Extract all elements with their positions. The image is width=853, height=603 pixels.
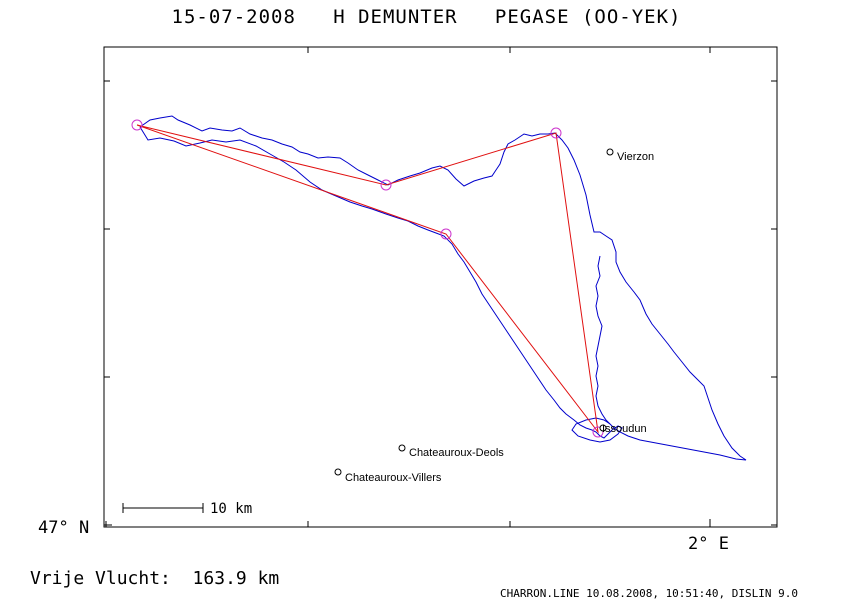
turnpoint-marker	[550, 127, 562, 139]
flight-track-return	[139, 126, 623, 443]
place-label-vierzon: Vierzon	[617, 151, 654, 163]
place-marker	[334, 468, 342, 476]
map-frame	[103, 46, 778, 528]
turnpoint-marker	[380, 179, 392, 191]
turnpoints	[131, 119, 604, 438]
turnpoint-marker	[440, 228, 452, 240]
place-label-chateauroux-villers: Chateauroux-Villers	[345, 472, 442, 484]
frame-ticks	[104, 47, 777, 527]
place-label-issoudun: Issoudun	[602, 423, 647, 435]
scale-bar	[122, 503, 204, 513]
longitude-label: 2° E	[688, 534, 729, 554]
distance-summary: Vrije Vlucht: 163.9 km	[30, 568, 280, 589]
place-marker	[398, 444, 406, 452]
place-label-chateauroux-deols: Chateauroux-Deols	[409, 447, 504, 459]
map-title: 15-07-2008 H DEMUNTER PEGASE (OO-YEK)	[171, 6, 682, 28]
place-marker	[606, 148, 614, 156]
latitude-label: 47° N	[38, 518, 89, 538]
turnpoint-marker	[592, 426, 604, 438]
turnpoint-marker	[131, 119, 143, 131]
scale-bar-label: 10 km	[210, 501, 252, 517]
place-markers	[334, 148, 614, 476]
task-route	[136, 124, 599, 434]
place-marker	[599, 424, 607, 432]
credits-line: CHARRON.LINE 10.08.2008, 10:51:40, DISLI…	[500, 587, 799, 600]
